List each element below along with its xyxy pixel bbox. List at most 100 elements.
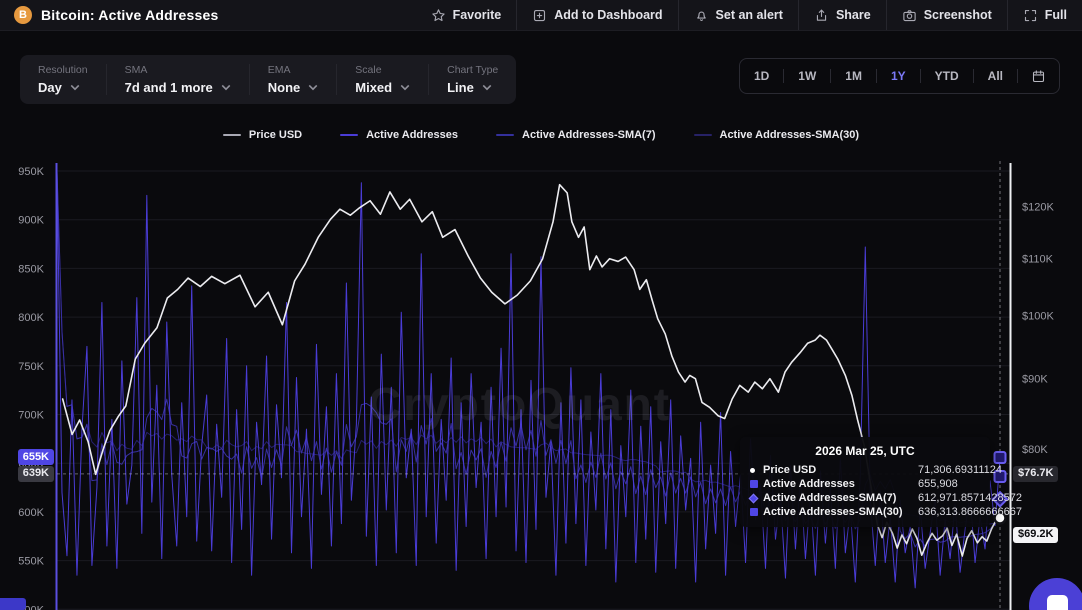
tooltip-row-active: Active Addresses 655,908: [750, 477, 980, 491]
camera-icon: [903, 9, 916, 21]
range-ytd[interactable]: YTD: [921, 59, 973, 93]
share-button[interactable]: Share: [797, 0, 886, 30]
sma-dropdown[interactable]: SMA 7d and 1 more: [107, 64, 250, 95]
svg-text:$120K: $120K: [1022, 202, 1054, 214]
set-alert-button[interactable]: Set an alert: [677, 0, 798, 30]
chevron-down-icon: [221, 84, 231, 91]
svg-text:550K: 550K: [18, 556, 44, 568]
chart-controls: Resolution Day SMA 7d and 1 more EMA Non…: [20, 55, 517, 104]
svg-text:750K: 750K: [18, 361, 44, 373]
chevron-down-icon: [482, 84, 492, 91]
divider: [972, 69, 974, 83]
screenshot-label: Screenshot: [923, 8, 992, 22]
chevron-down-icon: [400, 84, 410, 91]
favorite-label: Favorite: [452, 8, 502, 22]
svg-text:$100K: $100K: [1022, 311, 1054, 323]
dashboard-add-icon: [534, 9, 546, 21]
active-addresses-axis-badge: 655K: [17, 449, 54, 466]
bell-icon: [696, 11, 706, 21]
chart-type-label: Chart Type: [447, 64, 499, 76]
chevron-down-icon: [308, 84, 318, 91]
legend-item-sma30[interactable]: Active Addresses-SMA(30): [693, 129, 860, 141]
sma-value: 7d and 1 more: [124, 80, 213, 95]
add-to-dashboard-button[interactable]: Add to Dashboard: [516, 0, 677, 30]
scale-dropdown[interactable]: Scale Mixed: [337, 64, 430, 95]
scale-label: Scale: [355, 64, 382, 76]
svg-text:500K: 500K: [18, 604, 44, 610]
range-1d[interactable]: 1D: [740, 59, 783, 93]
price-axis-badge: $69.2K: [1013, 526, 1059, 543]
diamond-marker-icon: [748, 493, 759, 503]
scale-value: Mixed: [355, 80, 393, 95]
star-icon: [431, 8, 445, 21]
legend-label: Active Addresses-SMA(7): [522, 129, 656, 141]
svg-text:900K: 900K: [18, 215, 44, 227]
chart-type-dropdown[interactable]: Chart Type Line: [429, 64, 516, 95]
ema-value: None: [267, 80, 301, 95]
legend-line-swatch: [496, 134, 515, 136]
svg-text:600K: 600K: [18, 507, 44, 519]
header-actions: Favorite Add to Dashboard Set an alert S…: [416, 0, 1082, 30]
price-activity-chart[interactable]: 950K900K850K800K750K700K650K600K550K500K…: [0, 155, 1082, 610]
range-all[interactable]: All: [974, 59, 1017, 93]
legend-label: Active Addresses-SMA(30): [719, 129, 860, 141]
resolution-value: Day: [38, 80, 62, 95]
svg-text:$80K: $80K: [1022, 444, 1048, 456]
ema-label: EMA: [267, 64, 291, 76]
divider: [919, 69, 921, 83]
fullscreen-button[interactable]: Full: [1006, 0, 1082, 30]
sma-label: SMA: [124, 64, 148, 76]
svg-text:$90K: $90K: [1022, 374, 1048, 386]
square-marker-icon: [750, 508, 758, 516]
legend-line-swatch: [222, 134, 241, 136]
favorite-button[interactable]: Favorite: [416, 0, 517, 30]
header: B Bitcoin: Active Addresses Favorite Add…: [0, 0, 1082, 31]
screenshot-button[interactable]: Screenshot: [885, 0, 1007, 30]
legend-item-price-usd[interactable]: Price USD: [222, 129, 303, 141]
divider: [1017, 69, 1018, 83]
chart-type-value: Line: [447, 80, 474, 95]
range-1w[interactable]: 1W: [784, 59, 830, 93]
crosshair-left-axis-badge: 639K: [17, 465, 54, 482]
svg-text:950K: 950K: [18, 166, 44, 178]
fullscreen-icon: [1024, 9, 1036, 21]
legend-line-swatch: [693, 134, 712, 136]
add-to-dashboard-label: Add to Dashboard: [554, 8, 663, 22]
legend-item-sma7[interactable]: Active Addresses-SMA(7): [496, 129, 656, 141]
tooltip-row-sma7: Active Addresses-SMA(7) 612,971.85714285…: [748, 491, 1022, 505]
set-alert-label: Set an alert: [715, 8, 783, 22]
legend-item-active-addresses[interactable]: Active Addresses: [340, 129, 458, 141]
square-marker-icon: [750, 480, 758, 488]
svg-text:800K: 800K: [18, 312, 44, 324]
calendar-icon: [1032, 69, 1045, 82]
page-title: Bitcoin: Active Addresses: [41, 7, 219, 23]
tooltip-row-price: Price USD 71,306.69311124: [750, 463, 1002, 477]
chart-tooltip: 2026 Mar 25, UTC Price USD 71,306.693111…: [740, 437, 1022, 527]
range-1m[interactable]: 1M: [831, 59, 876, 93]
divider: [875, 69, 877, 83]
range-1y[interactable]: 1Y: [877, 59, 920, 93]
chart-legend: Price USD Active Addresses Active Addres…: [0, 129, 1082, 141]
time-range-selector: 1D 1W 1M 1Y YTD All: [738, 58, 1060, 94]
tooltip-date: 2026 Mar 25, UTC: [815, 444, 915, 458]
custom-date-button[interactable]: [1018, 59, 1059, 93]
share-label: Share: [835, 8, 871, 22]
fullscreen-label: Full: [1044, 8, 1067, 22]
resolution-dropdown[interactable]: Resolution Day: [20, 64, 107, 95]
divider: [830, 69, 832, 83]
ema-dropdown[interactable]: EMA None: [250, 64, 338, 95]
legend-line-swatch: [340, 134, 359, 136]
divider: [783, 69, 785, 83]
chat-icon: [1046, 595, 1068, 610]
resolution-label: Resolution: [38, 64, 88, 76]
tooltip-row-sma30: Active Addresses-SMA(30) 636,313.8666666…: [750, 505, 1022, 519]
bottom-left-accent: [0, 598, 26, 610]
legend-label: Price USD: [248, 129, 303, 141]
legend-label: Active Addresses: [366, 129, 459, 141]
svg-text:850K: 850K: [18, 263, 44, 275]
svg-text:700K: 700K: [18, 410, 44, 422]
share-icon: [816, 9, 827, 21]
chevron-down-icon: [70, 84, 80, 91]
dot-marker-icon: [750, 467, 755, 473]
svg-text:$110K: $110K: [1022, 254, 1054, 266]
